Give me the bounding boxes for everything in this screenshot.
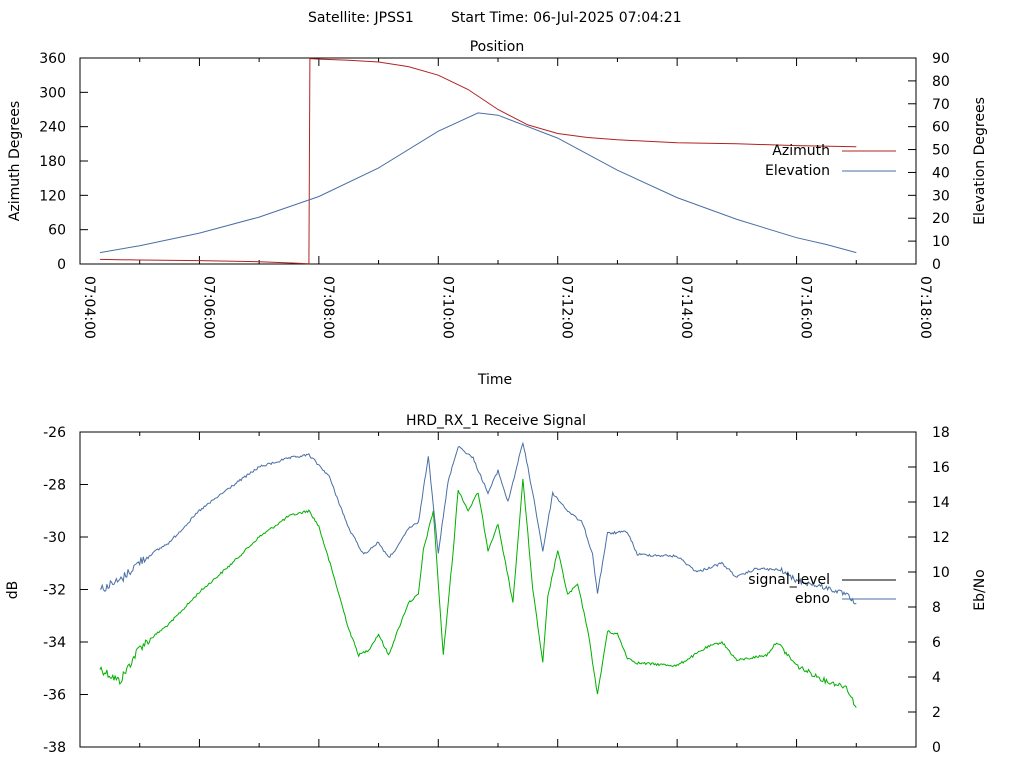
legend-label-azimuth: Azimuth xyxy=(772,143,830,159)
y2-tick-label: 0 xyxy=(932,257,941,273)
y-tick-label: -36 xyxy=(43,688,66,704)
series-line-ebno xyxy=(99,441,857,605)
y2-tick-label: 2 xyxy=(932,705,941,721)
series-line-signal-level xyxy=(99,478,857,708)
legend-label-elevation: Elevation xyxy=(765,163,830,179)
y-tick-label: 60 xyxy=(48,223,66,239)
x-tick-label: 07:06:00 xyxy=(200,276,216,339)
receive-signal-y2-axis: 0 2 4 6 8 10 12 14 16 18 xyxy=(908,425,950,756)
receive-signal-y2-axis-label: Eb/No xyxy=(972,569,988,611)
y-tick-label: -34 xyxy=(43,635,66,651)
receive-signal-chart-title: HRD_RX_1 Receive Signal xyxy=(406,413,586,429)
position-y2-axis-label: Elevation Degrees xyxy=(972,97,988,225)
y-tick-label: -26 xyxy=(43,425,66,441)
legend-label-signal-level: signal_level xyxy=(748,572,830,588)
y-tick-label: -28 xyxy=(43,478,66,494)
y2-tick-label: 8 xyxy=(932,600,941,616)
y2-tick-label: 60 xyxy=(932,120,950,136)
y-tick-label: 240 xyxy=(39,120,66,136)
x-tick-label: 07:14:00 xyxy=(678,276,694,339)
receive-signal-x-axis xyxy=(79,432,917,747)
position-legend: Azimuth Elevation xyxy=(765,143,896,179)
y-tick-label: -30 xyxy=(43,530,66,546)
x-tick-label: 07:08:00 xyxy=(320,276,336,339)
y2-tick-label: 80 xyxy=(932,74,950,90)
position-x-axis: 07:04:00 07:06:00 07:08:00 07:10:00 07:12:00… xyxy=(79,58,933,339)
y-tick-label: 120 xyxy=(39,188,66,204)
receive-signal-legend: signal_level ebno xyxy=(748,572,896,607)
y2-tick-label: 16 xyxy=(932,460,950,476)
x-tick-label: 07:04:00 xyxy=(81,276,97,339)
position-y-axis-label: Azimuth Degrees xyxy=(7,101,23,221)
receive-signal-y-axis: -38 -36 -34 -32 -30 -28 -26 xyxy=(43,425,88,756)
y2-tick-label: 10 xyxy=(932,565,950,581)
y2-tick-label: 12 xyxy=(932,530,950,546)
y-tick-label: 360 xyxy=(39,51,66,67)
y2-tick-label: 70 xyxy=(932,97,950,113)
x-tick-label: 07:16:00 xyxy=(798,276,814,339)
y-tick-label: 0 xyxy=(57,257,66,273)
start-time-label: Start Time: 06-Jul-2025 07:04:21 xyxy=(451,10,682,26)
series-line-azimuth xyxy=(99,58,857,265)
y2-tick-label: 10 xyxy=(932,234,950,250)
y-tick-label: -32 xyxy=(43,583,66,599)
y-tick-label: 180 xyxy=(39,154,66,170)
position-plot-frame xyxy=(79,57,917,265)
y2-tick-label: 14 xyxy=(932,495,950,511)
legend-label-ebno: ebno xyxy=(795,591,830,607)
y2-tick-label: 18 xyxy=(932,425,950,441)
position-x-axis-label: Time xyxy=(477,372,512,388)
receive-signal-y-axis-label: dB xyxy=(5,581,21,600)
position-y2-axis: 0 10 20 30 40 50 60 70 80 90 xyxy=(908,51,950,273)
y2-tick-label: 30 xyxy=(932,188,950,204)
position-chart-title: Position xyxy=(470,39,525,55)
y2-tick-label: 50 xyxy=(932,143,950,159)
y2-tick-label: 4 xyxy=(932,670,941,686)
y2-tick-label: 6 xyxy=(932,635,941,651)
satellite-label: Satellite: JPSS1 xyxy=(308,10,414,26)
x-tick-label: 07:18:00 xyxy=(917,276,933,339)
position-y-axis: 0 60 120 180 240 300 360 xyxy=(39,51,88,273)
receive-signal-chart: HRD_RX_1 Receive Signal -38-36-34-32-30-… xyxy=(5,413,988,756)
receive-signal-plot-frame xyxy=(79,431,917,748)
y2-tick-label: 0 xyxy=(932,740,941,756)
y2-tick-label: 40 xyxy=(932,165,950,181)
series-line-elevation xyxy=(99,112,857,254)
x-tick-label: 07:10:00 xyxy=(439,276,455,339)
y2-tick-label: 90 xyxy=(932,51,950,67)
x-tick-label: 07:12:00 xyxy=(559,276,575,339)
y2-tick-label: 20 xyxy=(932,211,950,227)
y-tick-label: 300 xyxy=(39,85,66,101)
y-tick-label: -38 xyxy=(43,740,66,756)
position-chart: Position 0 60 120 180 240 300 360 0 10 20 30 40 50 6… xyxy=(7,39,988,388)
